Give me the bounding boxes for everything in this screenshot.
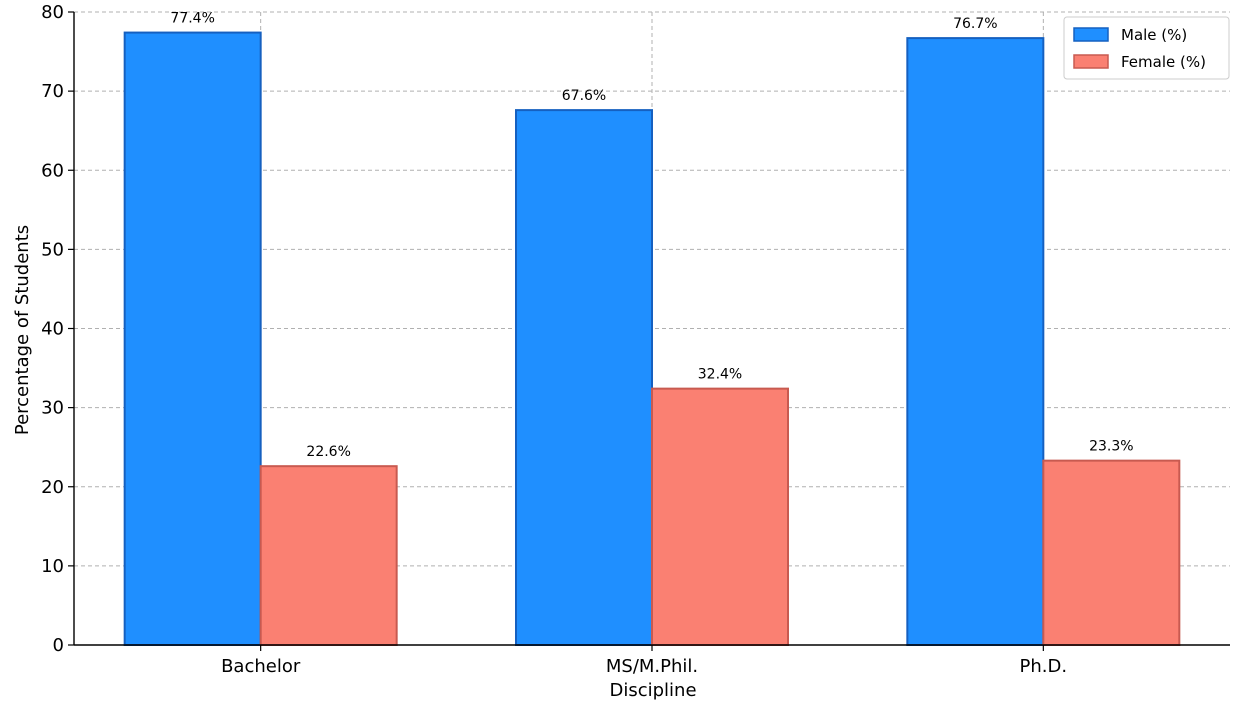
data-label: 67.6% xyxy=(562,88,606,104)
x-tick-label: Bachelor xyxy=(221,656,301,677)
legend-label-male: Male (%) xyxy=(1121,26,1187,44)
y-axis-title: Percentage of Students xyxy=(12,225,33,435)
legend-label-female: Female (%) xyxy=(1121,53,1206,71)
y-tick-label: 60 xyxy=(41,160,64,181)
bar-male-2 xyxy=(906,37,1045,646)
axes: 0 10 20 30 40 50 60 70 80 Bachelor MS/M.Phil. Ph.D. xyxy=(41,2,1230,677)
data-labels: 77.4% 67.6% 76.7% 22.6% 32.4% 23.3% xyxy=(170,11,1133,461)
x-tick-label: Ph.D. xyxy=(1020,656,1068,677)
data-label: 77.4% xyxy=(170,11,214,27)
legend-swatch-male xyxy=(1073,27,1109,42)
y-tick-label: 50 xyxy=(41,239,64,260)
y-tick-label: 40 xyxy=(41,319,64,340)
bars xyxy=(123,31,1181,647)
y-tick-label: 0 xyxy=(53,635,64,656)
bar-female-2 xyxy=(1042,459,1181,647)
data-label: 32.4% xyxy=(698,367,742,383)
x-tick-label: MS/M.Phil. xyxy=(606,656,698,677)
legend: Male (%) Female (%) xyxy=(1063,16,1230,80)
data-label: 22.6% xyxy=(306,444,350,460)
y-tick-label: 20 xyxy=(41,477,64,498)
legend-swatch-female xyxy=(1073,54,1109,69)
data-label: 76.7% xyxy=(953,16,997,32)
y-tick-label: 30 xyxy=(41,398,64,419)
bar-male-0 xyxy=(123,31,262,646)
x-axis-title: Discipline xyxy=(609,680,696,701)
y-tick-label: 10 xyxy=(41,556,64,577)
bar-female-1 xyxy=(651,387,789,646)
y-tick-label: 80 xyxy=(41,2,64,23)
data-label: 23.3% xyxy=(1089,439,1133,455)
bar-female-0 xyxy=(259,465,398,646)
y-tick-label: 70 xyxy=(41,81,64,102)
bar-male-1 xyxy=(515,109,653,647)
